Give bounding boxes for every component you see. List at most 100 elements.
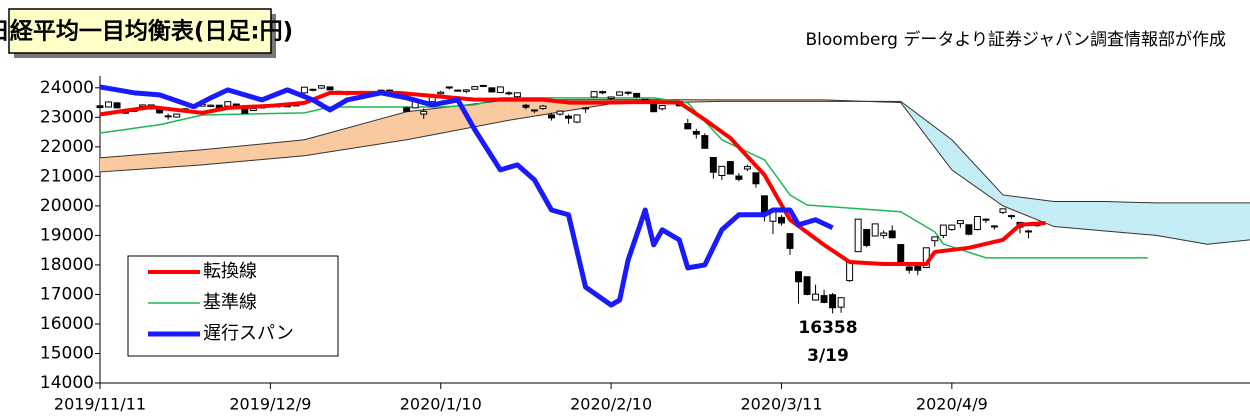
y-tick-label: 19000: [40, 225, 94, 245]
annotation: 16358: [798, 318, 857, 338]
candle-body: [786, 233, 794, 249]
cloud-segment: [304, 111, 407, 156]
candle-body: [990, 225, 998, 228]
candle-body: [300, 86, 308, 94]
candle-body: [599, 91, 607, 94]
candle-body: [863, 229, 871, 246]
candle-body: [897, 244, 905, 264]
candle-body: [479, 84, 487, 87]
candle-body: [752, 172, 760, 185]
candle-body: [726, 161, 734, 175]
candle-body: [684, 123, 692, 130]
candle-body: [939, 224, 947, 236]
legend-label: 遅行スパン: [203, 323, 294, 344]
cloud-segment: [951, 139, 1003, 206]
candle-body: [820, 295, 828, 303]
plot-area: 14000 15000 16000 17000 18000 19000 20000 21000…: [40, 76, 1250, 414]
candle-body: [999, 208, 1007, 213]
cloud-segment: [1105, 201, 1157, 236]
cloud-segment: [1207, 202, 1250, 245]
candle-body: [829, 294, 837, 309]
candle-body: [326, 86, 334, 91]
candle-body: [803, 276, 811, 295]
annotation: 3/19: [807, 346, 849, 366]
candle-body: [454, 89, 462, 92]
candle-body: [224, 101, 232, 107]
y-tick-label: 16000: [40, 314, 94, 334]
candle-body: [318, 85, 325, 89]
candle-body: [164, 115, 172, 118]
candle-body: [565, 115, 573, 119]
candle-body: [880, 232, 888, 236]
candle-body: [505, 92, 513, 95]
y-tick-label: 18000: [40, 255, 94, 275]
candle-body: [692, 130, 700, 135]
candle-body: [96, 105, 104, 109]
cloud-edge: [99, 100, 1250, 204]
y-tick-label: 24000: [40, 78, 94, 98]
legend-label: 転換線: [203, 261, 257, 282]
cloud-segment: [1156, 202, 1208, 245]
candle-body: [539, 105, 547, 109]
series-line: [99, 97, 1148, 259]
candle-body: [1008, 215, 1015, 218]
candle-body: [948, 224, 956, 230]
y-tick-label: 23000: [40, 107, 94, 127]
candle-body: [522, 104, 530, 108]
candle-body: [590, 91, 598, 98]
series-line: [99, 90, 1046, 267]
cloud-segment: [406, 99, 509, 140]
x-tick-label: 2019/12/9: [229, 395, 311, 414]
candle-body: [931, 236, 939, 242]
y-tick-label: 14000: [40, 373, 94, 393]
y-tick-label: 15000: [40, 343, 94, 363]
candle-body: [871, 223, 879, 237]
candle-body: [403, 107, 411, 112]
candle-body: [420, 110, 428, 115]
candle-body: [701, 135, 709, 149]
source-note: Bloomberg データより証券ジャパン調査情報部が作成: [805, 29, 1226, 50]
candle-body: [471, 86, 479, 90]
candle-body: [956, 220, 964, 225]
candle-body: [445, 86, 453, 89]
candle-body: [812, 293, 820, 301]
chart-title: 日経平均一目均衡表(日足:円): [0, 18, 293, 45]
candle-body: [173, 113, 181, 118]
candle-body: [607, 96, 615, 99]
legend-label: 基準線: [203, 292, 257, 313]
candle-body: [573, 114, 581, 123]
x-tick-label: 2020/1/10: [400, 395, 482, 414]
candle-body: [837, 297, 845, 308]
candle-body: [735, 175, 743, 180]
candle-body: [462, 89, 470, 92]
candle-body: [743, 166, 751, 170]
candle-body: [496, 86, 504, 94]
y-tick-label: 17000: [40, 284, 94, 304]
x-tick-label: 2020/4/9: [916, 395, 988, 414]
candle-body: [1025, 230, 1032, 233]
x-tick-label: 2020/3/11: [740, 395, 822, 414]
candle-body: [709, 156, 717, 173]
x-tick-label: 2019/11/11: [54, 395, 146, 414]
candle-body: [982, 218, 990, 221]
candle-body: [556, 110, 564, 115]
candle-body: [718, 165, 726, 176]
candle-body: [437, 91, 445, 95]
candle-body: [914, 265, 922, 271]
candle-body: [309, 88, 317, 91]
cloud-segment: [202, 139, 305, 165]
candle-body: [488, 87, 496, 93]
candle-body: [658, 105, 666, 110]
y-tick-label: 21000: [40, 166, 94, 186]
x-tick-label: 2020/2/10: [570, 395, 652, 414]
candle-body: [633, 92, 641, 98]
candle-body: [113, 102, 121, 109]
candle-body: [795, 271, 803, 283]
candle-body: [582, 107, 590, 110]
candle-body: [888, 230, 896, 239]
cloud-segment: [1002, 194, 1055, 227]
title-box: [8, 8, 272, 54]
candle-body: [973, 216, 981, 230]
